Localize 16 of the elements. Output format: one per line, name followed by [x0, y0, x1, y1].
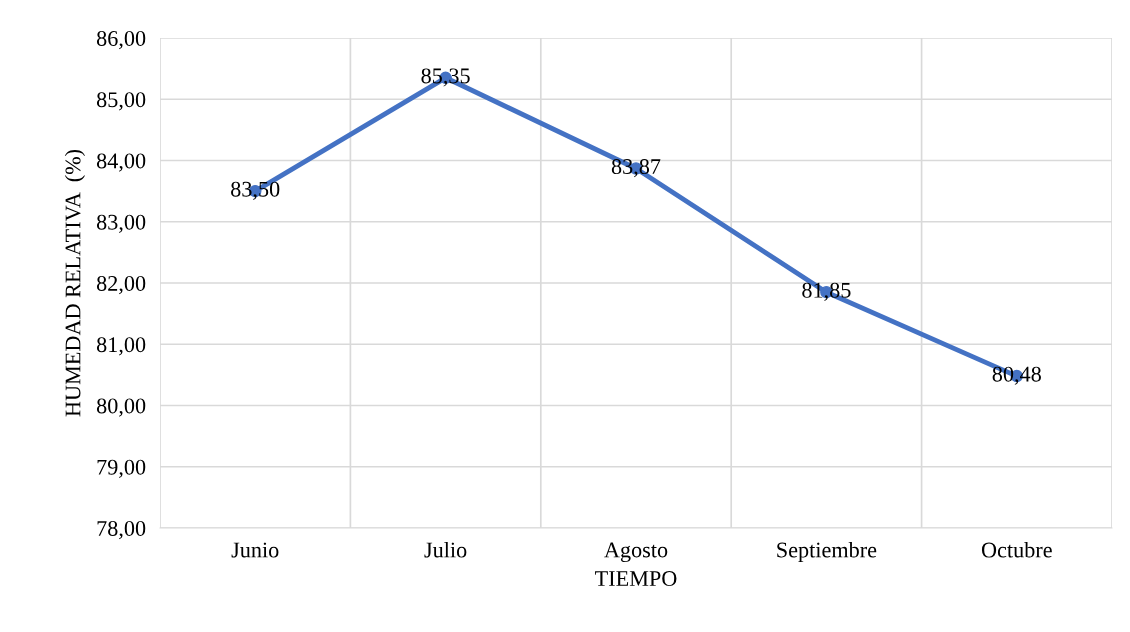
y-tick-label: 84,00 — [96, 153, 146, 172]
y-tick-label: 86,00 — [96, 30, 146, 50]
y-tick-label: 79,00 — [97, 459, 146, 478]
x-tick-label: Julio — [424, 541, 467, 558]
x-axis-title: TIEMPO — [595, 571, 677, 587]
x-tick-label: Octubre — [981, 541, 1052, 558]
y-tick-label: 83,00 — [96, 214, 146, 233]
x-tick-label: Junio — [231, 542, 279, 558]
y-tick-label: 80,00 — [96, 398, 146, 417]
y-tick-label: 82,00 — [96, 275, 146, 295]
x-tick-label: Septiembre — [777, 541, 877, 563]
y-tick-label: 78,00 — [97, 520, 146, 540]
y-axis-title: HUMEDAD RELATIVA (%) — [64, 149, 85, 417]
y-tick-label: 81,00 — [96, 337, 146, 356]
x-tick-label: Agosto — [604, 542, 668, 563]
y-tick-label: 85,00 — [96, 92, 146, 111]
